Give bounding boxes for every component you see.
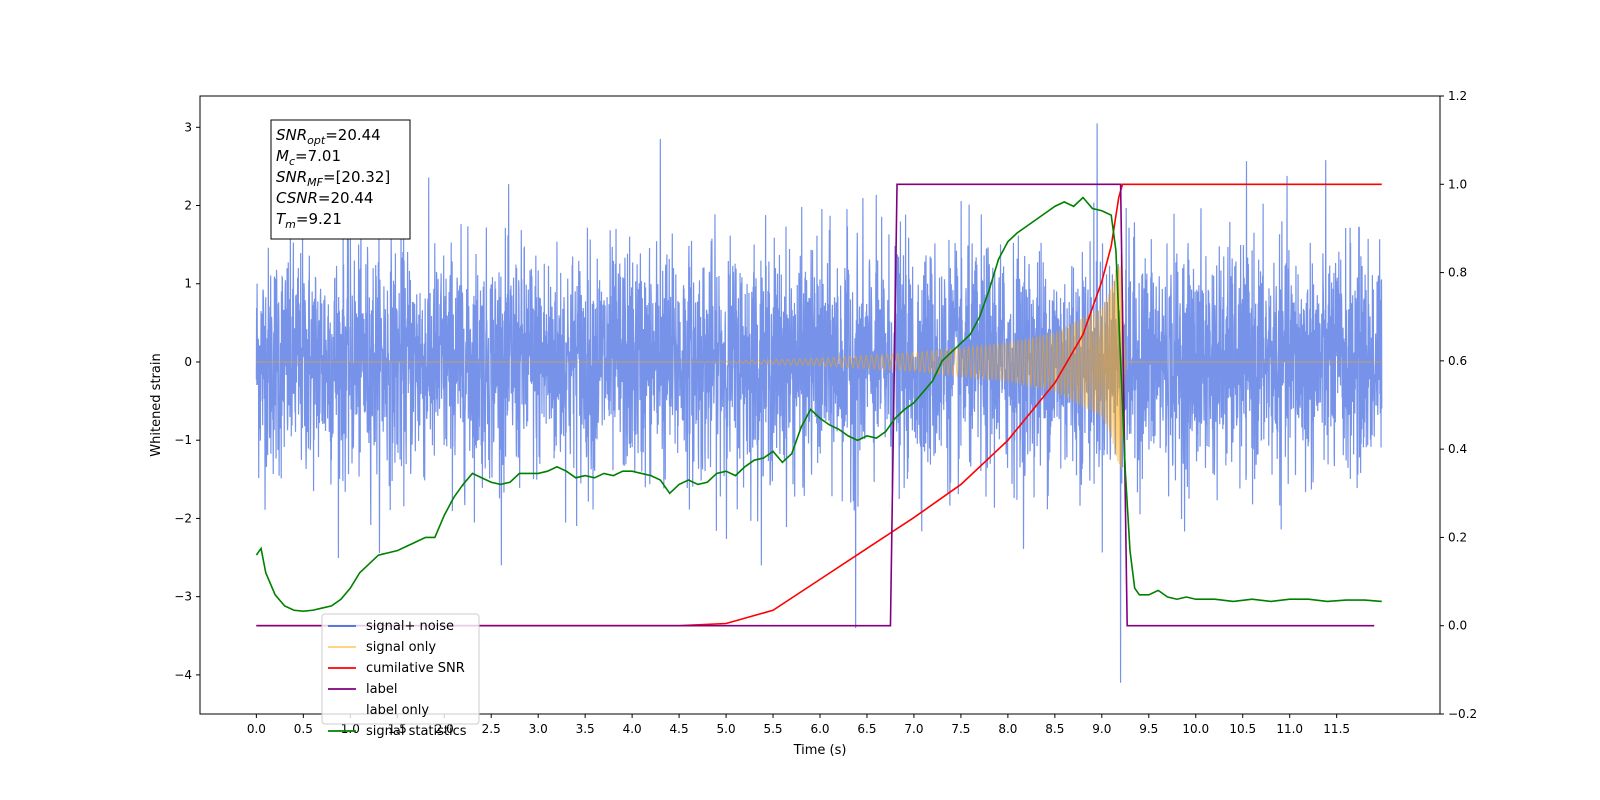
x-tick-label: 1.0 [341,722,360,736]
x-tick-label: 9.0 [1092,722,1111,736]
y-axis-label: Whitened strain [149,353,164,456]
y-left-tick-label: 3 [184,120,192,134]
annotation-subscript: MF [307,176,323,189]
y-left-tick-label: 0 [184,355,192,369]
x-axis: 0.0 0.5 1.0 1.5 2.0 2.5 3.0 3.5 4.0 4.5 5.0 5.5 6.0 6… [247,714,1350,736]
series-cumulative-snr-line [256,183,1382,627]
annotation-frame [270,119,411,240]
y-right-tick-label: 0.2 [1448,530,1467,544]
annotation-symbol: CSNR [276,189,318,207]
x-tick-label: 8.0 [998,722,1017,736]
x-tick-label: 6.5 [857,722,876,736]
annotation-line: CSNR=20.44 [276,189,373,207]
legend-label: label only [366,703,429,718]
y-right-tick-label: 0.8 [1448,266,1467,280]
plot-area [255,123,1383,683]
y-right-tick-label: 0.0 [1448,619,1467,633]
y-left-tick-label: −4 [174,668,192,682]
x-tick-label: 11.0 [1276,722,1303,736]
legend: signal+ noise signal only cumilative SNR la… [321,613,480,739]
annotation-value: =20.44 [325,126,381,144]
x-tick-label: 10.0 [1182,722,1209,736]
x-tick-label: 2.5 [482,722,501,736]
x-axis-label: Time (s) [793,743,847,758]
y-right-tick-label: 1.2 [1448,89,1467,103]
legend-label: label [366,682,397,697]
annotation-value: =[20.32] [323,168,390,186]
annotation-line: SNRMF=[20.32] [276,168,390,189]
y-right-tick-label: 0.4 [1448,442,1467,456]
y-left-tick-label: 2 [184,199,192,213]
y-left-tick-label: 1 [184,277,192,291]
x-tick-label: 7.0 [904,722,923,736]
x-tick-label: 9.5 [1139,722,1158,736]
legend-label: signal statistics [366,724,467,739]
x-tick-label: 3.0 [529,722,548,736]
legend-frame [321,613,480,725]
y-left-tick-label: −3 [174,590,192,604]
x-tick-label: 6.0 [810,722,829,736]
x-tick-label: 1.5 [388,722,407,736]
y-right-tick-label: −0.2 [1448,707,1477,721]
annotation-value: =9.21 [296,210,342,228]
x-tick-label: 0.0 [247,722,266,736]
x-tick-label: 4.0 [623,722,642,736]
series-label-line [256,183,1375,627]
y-left-tick-label: −2 [174,511,192,525]
annotation-line: Tm=9.21 [276,210,342,231]
legend-label: signal only [366,640,436,655]
x-tick-label: 2.0 [435,722,454,736]
annotation-line: Mc=7.01 [276,147,341,168]
x-tick-label: 11.5 [1323,722,1350,736]
x-tick-label: 7.5 [951,722,970,736]
annotation-value: =20.44 [318,189,374,207]
annotation-subscript: c [289,155,295,168]
annotation-value: =7.01 [295,147,341,165]
legend-label: cumilative SNR [366,661,465,676]
x-tick-label: 5.0 [717,722,736,736]
y-right-tick-label: 0.6 [1448,354,1467,368]
annotation-symbol: M [276,147,289,165]
annotation-box: SNRopt=20.44Mc=7.01SNRMF=[20.32]CSNR=20.… [270,119,411,240]
annotation-subscript: m [285,218,296,231]
y-right-tick-label: 1.0 [1448,177,1467,191]
x-tick-label: 5.5 [763,722,782,736]
x-tick-label: 4.5 [670,722,689,736]
annotation-symbol: SNR [276,126,307,144]
y-axis-left: −4 −3 −2 −1 0 1 2 3 [174,120,200,682]
x-tick-label: 8.5 [1045,722,1064,736]
x-tick-label: 0.5 [294,722,313,736]
y-left-tick-label: −1 [174,433,192,447]
series-signal-statistics-line [255,196,1382,612]
series-signal-noise-line [255,123,1383,683]
annotation-line: SNRopt=20.44 [276,126,381,147]
annotation-symbol: SNR [276,168,307,186]
annotation-subscript: opt [307,134,326,147]
x-tick-label: 3.5 [576,722,595,736]
x-tick-label: 10.5 [1229,722,1256,736]
series-signal-only-line [256,254,1382,469]
legend-label: signal+ noise [366,619,454,634]
y-axis-right: −0.2 0.0 0.2 0.4 0.6 0.8 1.0 1.2 [1440,89,1477,721]
annotation-symbol: T [276,210,287,228]
